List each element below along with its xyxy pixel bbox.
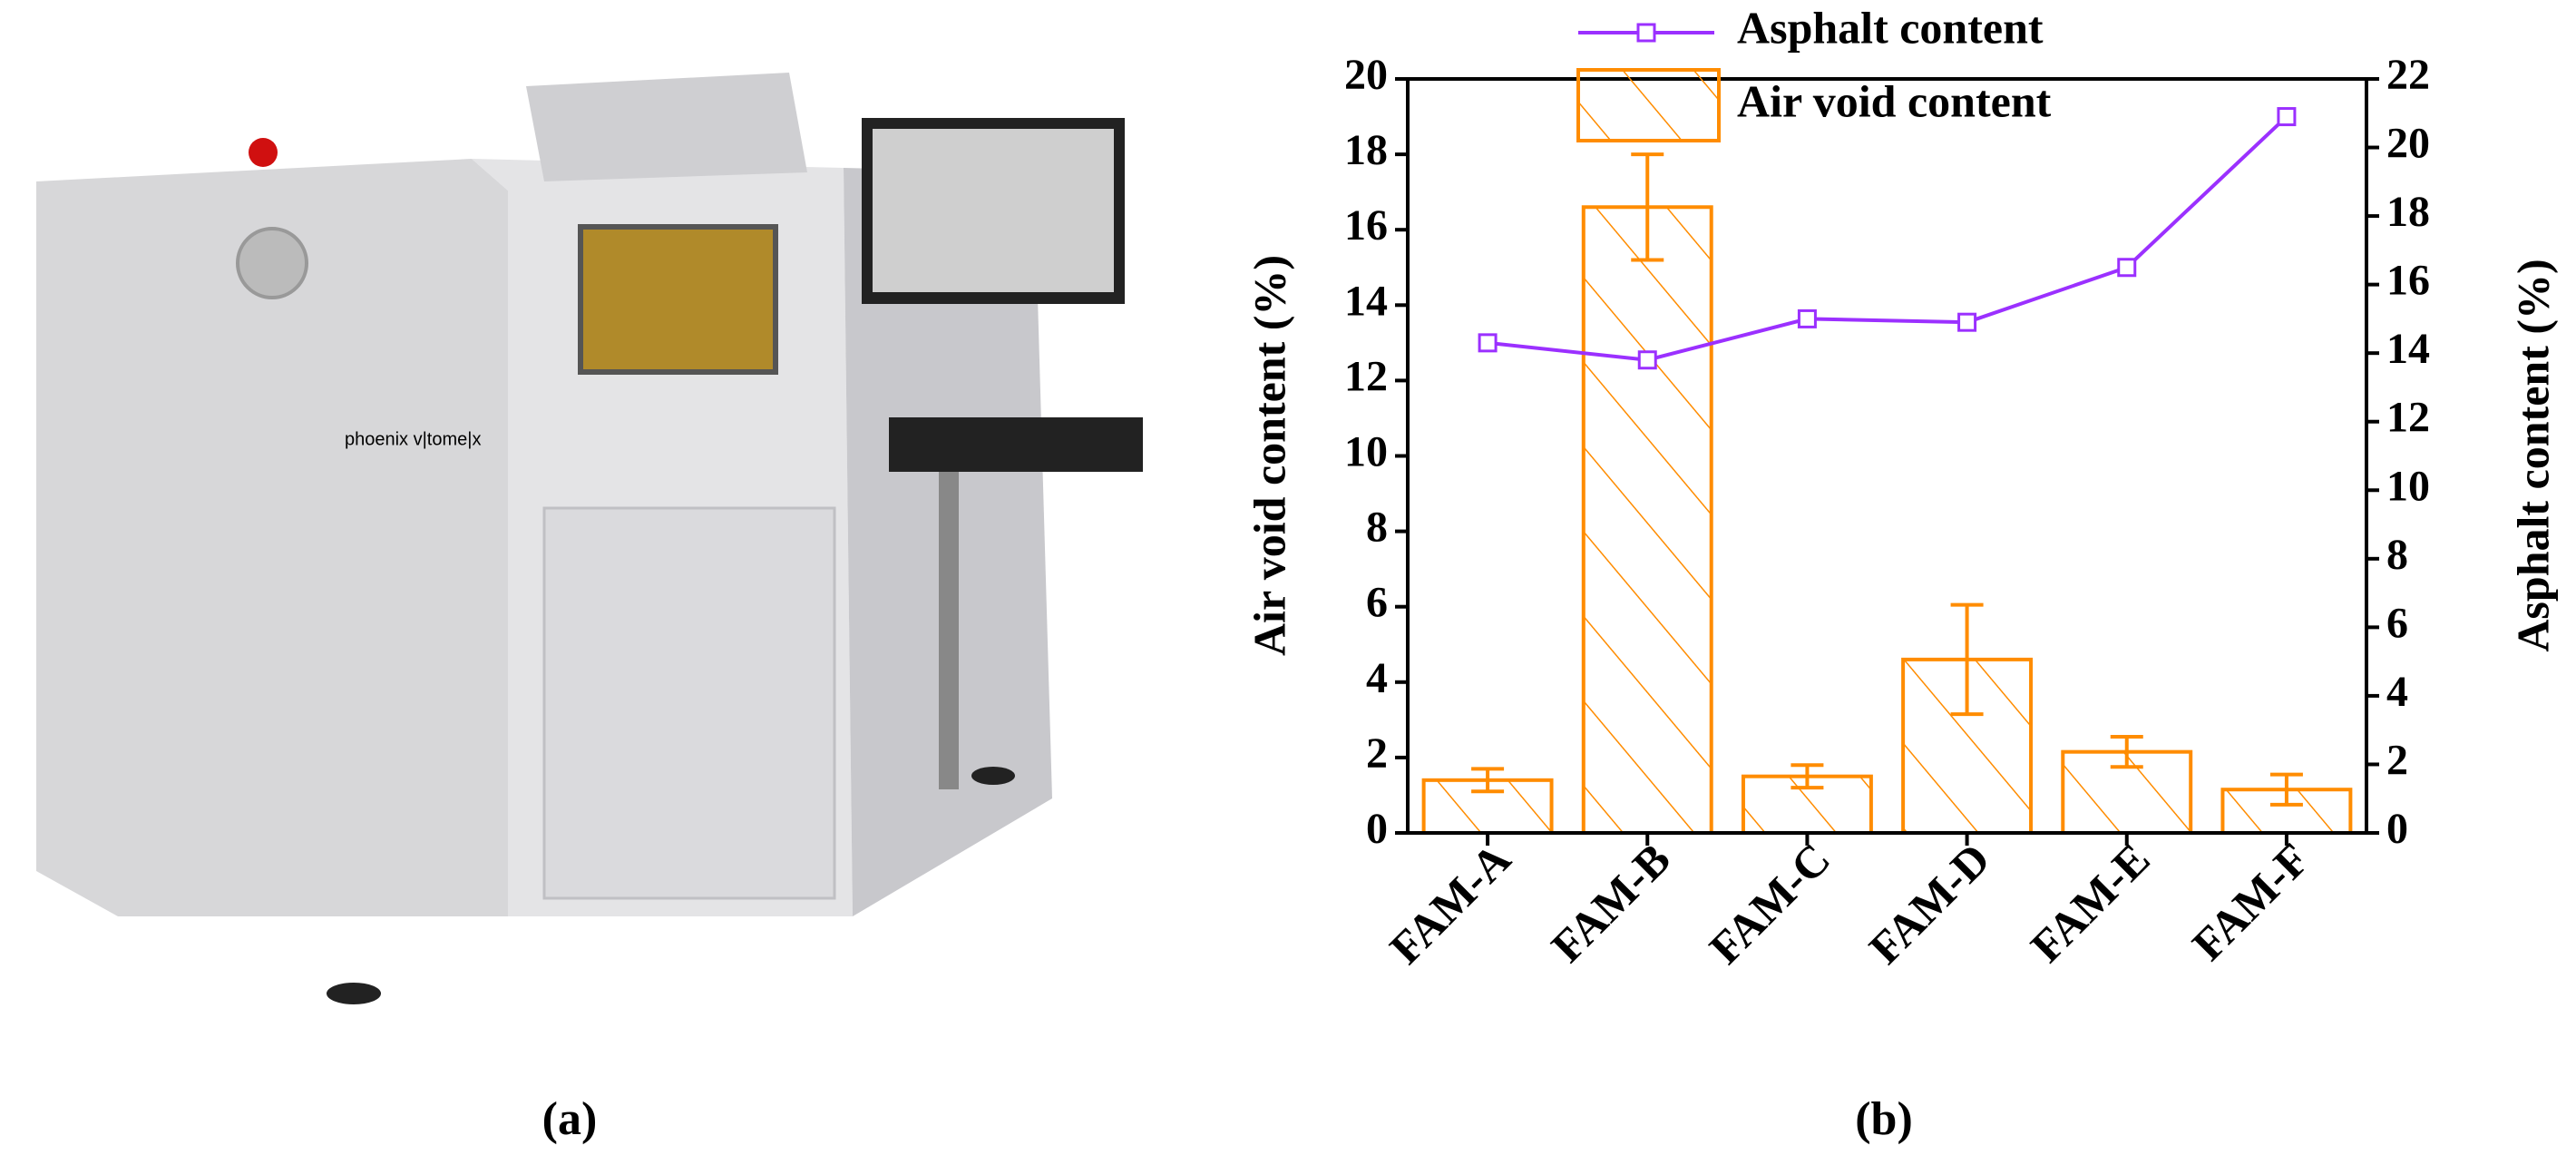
plot-frame bbox=[1406, 77, 2368, 835]
control-panel bbox=[889, 417, 1143, 472]
foot bbox=[971, 767, 1015, 785]
y2-tick-label: 10 bbox=[2386, 462, 2430, 510]
monitor-screen bbox=[873, 129, 1114, 292]
marker bbox=[2277, 107, 2297, 127]
y2-tick-label: 8 bbox=[2386, 531, 2408, 579]
error-bar bbox=[2110, 735, 2143, 769]
error-bar bbox=[2269, 772, 2303, 807]
bar bbox=[1581, 205, 1713, 835]
x-tick-label: FAM-E bbox=[2021, 833, 2160, 972]
y2-tick-label: 4 bbox=[2386, 668, 2408, 716]
y-tick-label: 14 bbox=[1344, 277, 1388, 325]
foot bbox=[327, 983, 381, 1004]
machine-left bbox=[36, 159, 508, 916]
x-tick-label: FAM-A bbox=[1380, 833, 1520, 974]
y2-tick-label: 22 bbox=[2386, 51, 2430, 99]
y2-tick-label: 18 bbox=[2386, 188, 2430, 236]
legend-swatch bbox=[1576, 68, 1721, 142]
photo-label: phoenix v|tome|x bbox=[345, 429, 481, 449]
bar bbox=[2220, 788, 2353, 836]
y2-tick-label: 2 bbox=[2386, 736, 2408, 784]
y-tick-label: 0 bbox=[1366, 805, 1388, 853]
y-tick-label: 2 bbox=[1366, 729, 1388, 778]
line bbox=[1487, 115, 2288, 362]
stand bbox=[939, 472, 959, 789]
marker bbox=[1957, 312, 1977, 332]
y2-tick-label: 12 bbox=[2386, 394, 2430, 442]
y-tick-label: 8 bbox=[1366, 504, 1388, 552]
window bbox=[578, 224, 778, 375]
marker bbox=[1478, 333, 1498, 353]
y-tick-label: 12 bbox=[1344, 352, 1388, 400]
y2-tick-label: 16 bbox=[2386, 257, 2430, 305]
error-bar bbox=[1471, 767, 1505, 794]
x-tick-label: FAM-D bbox=[1859, 833, 2000, 974]
y2-tick-label: 6 bbox=[2386, 599, 2408, 647]
legend-marker bbox=[1636, 23, 1656, 43]
door bbox=[542, 506, 836, 900]
machine-top bbox=[526, 73, 807, 181]
y2-tick-label: 0 bbox=[2386, 805, 2408, 853]
y-tick-label: 18 bbox=[1344, 126, 1388, 174]
error-bar bbox=[1950, 602, 1984, 717]
caption: (a) bbox=[542, 1093, 598, 1145]
y-tick-label: 16 bbox=[1344, 201, 1388, 250]
error-bar bbox=[1791, 763, 1824, 790]
x-tick-label: FAM-C bbox=[1700, 833, 1840, 974]
legend-label: Air void content bbox=[1737, 75, 2052, 126]
y-tick-label: 6 bbox=[1366, 579, 1388, 627]
caption: (b) bbox=[1855, 1093, 1913, 1145]
y-tick-label: 10 bbox=[1344, 428, 1388, 476]
x-tick-label: FAM-B bbox=[1541, 833, 1680, 972]
y2-tick-label: 20 bbox=[2386, 120, 2430, 168]
marker bbox=[1797, 308, 1817, 328]
error-bar bbox=[1631, 152, 1664, 262]
warning-lamp bbox=[249, 138, 278, 167]
y2-axis-title: Asphalt content (%) bbox=[2507, 259, 2558, 651]
legend-label: Asphalt content bbox=[1737, 2, 2044, 53]
y-tick-label: 20 bbox=[1344, 51, 1388, 99]
y-tick-label: 4 bbox=[1366, 654, 1388, 702]
photo: phoenix v|tome|x bbox=[36, 73, 1143, 1004]
logo bbox=[236, 227, 308, 299]
y2-tick-label: 14 bbox=[2386, 325, 2430, 373]
x-tick-label: FAM-F bbox=[2182, 833, 2319, 970]
marker bbox=[2117, 258, 2137, 278]
y-axis-title: Air void content (%) bbox=[1244, 255, 1294, 656]
marker bbox=[1637, 350, 1657, 370]
